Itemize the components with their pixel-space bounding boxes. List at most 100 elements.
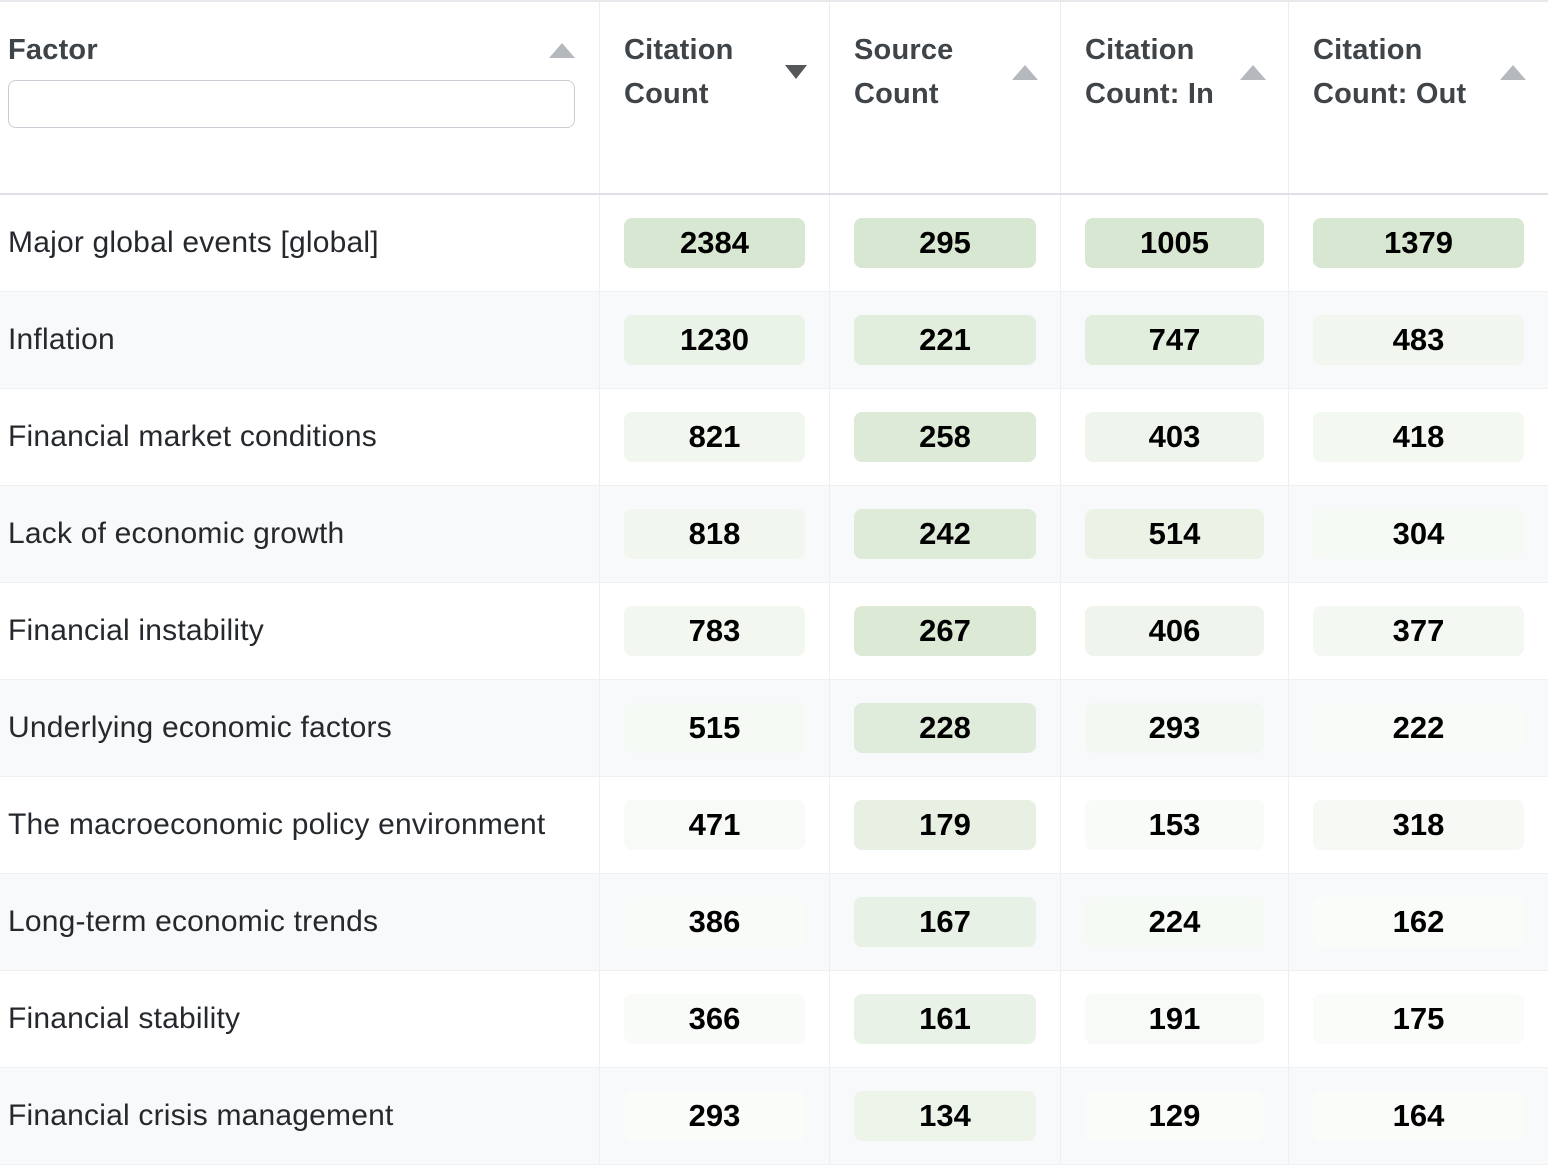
table-body: Major global events [global] 2384 295 10… [0,195,1548,1165]
citation-count-in-cell: 129 [1060,1068,1288,1164]
citation-count-cell: 515 [599,680,829,776]
column-header-source-count-top: Source Count [854,28,1038,116]
citation-count-in-badge: 224 [1085,897,1264,947]
citation-count-badge: 471 [624,800,805,850]
table-row: Financial stability 366 161 191 175 [0,971,1548,1068]
citation-count-in-cell: 153 [1060,777,1288,873]
citation-count-out-badge: 1379 [1313,218,1524,268]
table-row: Inflation 1230 221 747 483 [0,292,1548,389]
source-count-cell: 242 [829,486,1060,582]
citation-count-in-cell: 406 [1060,583,1288,679]
factor-label: Major global events [global] [8,226,379,259]
source-count-badge: 221 [854,315,1036,365]
citation-count-badge: 818 [624,509,805,559]
factor-filter-input[interactable] [8,80,575,128]
source-count-badge: 179 [854,800,1036,850]
column-header-citation-count-out[interactable]: Citation Count: Out [1288,2,1548,193]
column-header-source-count-label: Source Count [854,34,954,110]
citation-count-in-badge: 406 [1085,606,1264,656]
column-header-citation-count-in[interactable]: Citation Count: In [1060,2,1288,193]
citation-count-in-cell: 747 [1060,292,1288,388]
column-header-source-count[interactable]: Source Count [829,2,1060,193]
factor-label: Financial instability [8,614,264,647]
column-header-factor-label: Factor [8,34,98,66]
citation-count-out-cell: 222 [1288,680,1548,776]
citation-count-out-cell: 483 [1288,292,1548,388]
citation-count-out-cell: 304 [1288,486,1548,582]
table-row: The macroeconomic policy environment 471… [0,777,1548,874]
sort-descending-icon [785,65,807,79]
table-row: Lack of economic growth 818 242 514 304 [0,486,1548,583]
citation-count-badge: 293 [624,1091,805,1141]
table-row: Financial instability 783 267 406 377 [0,583,1548,680]
citation-count-in-cell: 191 [1060,971,1288,1067]
table-row: Long-term economic trends 386 167 224 16… [0,874,1548,971]
citation-count-out-badge: 318 [1313,800,1524,850]
citation-count-out-cell: 418 [1288,389,1548,485]
table-header-row: Factor Citation Count Source Count Citat… [0,2,1548,195]
source-count-badge: 242 [854,509,1036,559]
column-header-factor[interactable]: Factor [0,2,599,193]
factor-label: Financial stability [8,1002,241,1035]
source-count-cell: 179 [829,777,1060,873]
factor-label: Financial market conditions [8,420,377,453]
source-count-badge: 161 [854,994,1036,1044]
column-header-citation-count[interactable]: Citation Count [599,2,829,193]
source-count-cell: 167 [829,874,1060,970]
citation-count-out-badge: 175 [1313,994,1524,1044]
factor-cell: Financial market conditions [0,389,599,485]
citation-count-out-badge: 162 [1313,897,1524,947]
factor-label: The macroeconomic policy environment [8,808,546,841]
citation-count-cell: 1230 [599,292,829,388]
factor-cell: Financial instability [0,583,599,679]
citation-count-out-badge: 483 [1313,315,1524,365]
source-count-badge: 167 [854,897,1036,947]
citation-count-cell: 818 [599,486,829,582]
source-count-cell: 228 [829,680,1060,776]
source-count-cell: 295 [829,195,1060,291]
sort-ascending-icon [1500,64,1526,80]
citation-count-badge: 366 [624,994,805,1044]
table-row: Underlying economic factors 515 228 293 … [0,680,1548,777]
citation-count-out-badge: 304 [1313,509,1524,559]
citation-count-out-cell: 318 [1288,777,1548,873]
column-header-factor-top: Factor [8,28,575,72]
source-count-cell: 221 [829,292,1060,388]
factor-label: Lack of economic growth [8,517,345,550]
sort-ascending-icon [1240,64,1266,80]
citation-count-out-cell: 175 [1288,971,1548,1067]
source-count-badge: 134 [854,1091,1036,1141]
citation-count-out-cell: 164 [1288,1068,1548,1164]
factor-cell: Financial stability [0,971,599,1067]
source-count-badge: 228 [854,703,1036,753]
factor-cell: Inflation [0,292,599,388]
citation-count-badge: 515 [624,703,805,753]
factor-cell: Major global events [global] [0,195,599,291]
source-count-badge: 267 [854,606,1036,656]
column-header-citation-count-out-label: Citation Count: Out [1313,34,1467,110]
citation-count-in-cell: 293 [1060,680,1288,776]
citation-count-cell: 293 [599,1068,829,1164]
factor-cell: The macroeconomic policy environment [0,777,599,873]
table-row: Financial market conditions 821 258 403 … [0,389,1548,486]
factor-label: Inflation [8,323,115,356]
citation-count-cell: 783 [599,583,829,679]
column-header-citation-count-in-top: Citation Count: In [1085,28,1266,116]
citation-count-badge: 821 [624,412,805,462]
citation-count-badge: 2384 [624,218,805,268]
citation-count-in-badge: 403 [1085,412,1264,462]
citation-count-in-cell: 514 [1060,486,1288,582]
citation-count-cell: 471 [599,777,829,873]
citation-count-out-badge: 164 [1313,1091,1524,1141]
citation-count-in-badge: 747 [1085,315,1264,365]
citation-count-out-cell: 162 [1288,874,1548,970]
citation-count-out-cell: 377 [1288,583,1548,679]
column-header-citation-count-label: Citation Count [624,34,734,110]
source-count-badge: 295 [854,218,1036,268]
citation-count-in-badge: 153 [1085,800,1264,850]
citation-count-out-badge: 418 [1313,412,1524,462]
factor-label: Long-term economic trends [8,905,379,938]
citation-count-out-cell: 1379 [1288,195,1548,291]
factor-cell: Underlying economic factors [0,680,599,776]
